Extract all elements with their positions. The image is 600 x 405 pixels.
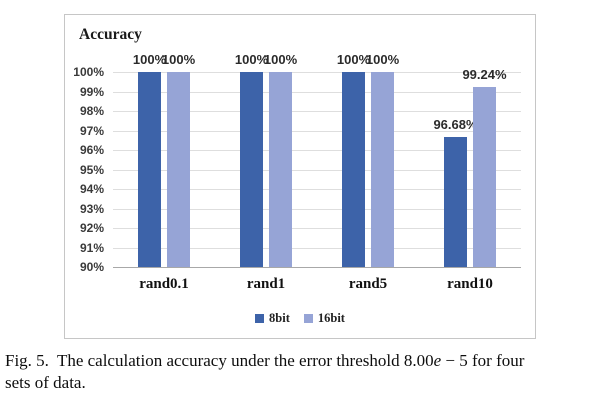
- legend: 8bit 16bit: [65, 311, 535, 326]
- y-tick-label: 95%: [79, 162, 104, 177]
- gridline: [113, 228, 521, 229]
- chart-frame: Accuracy 100% 99% 98% 97% 96% 95% 94% 93% 92% 91%…: [64, 14, 536, 339]
- y-tick-label: 91%: [79, 240, 104, 255]
- y-tick-label: 96%: [79, 143, 104, 157]
- bar-16bit: [269, 72, 292, 267]
- legend-item-8bit: 8bit: [255, 311, 290, 326]
- gridline: [113, 91, 521, 93]
- bar-value-label: 99.24%: [462, 66, 507, 82]
- x-axis-line: [113, 267, 521, 268]
- caption-fig-label: Fig. 5.: [5, 351, 49, 370]
- gridline: [113, 150, 521, 151]
- legend-label: 16bit: [317, 311, 345, 325]
- caption-text-3: sets of data.: [5, 373, 86, 392]
- bar-value-label: 100%: [336, 52, 371, 67]
- legend-swatch-icon: [255, 314, 265, 323]
- gridline: [113, 111, 521, 112]
- gridline: [113, 169, 521, 171]
- gridline: [113, 247, 521, 249]
- bar-8bit: [138, 72, 161, 267]
- gridline: [113, 72, 521, 73]
- bar-value-label: 100%: [365, 52, 400, 67]
- caption-text-1: The calculation accuracy under the error…: [56, 351, 434, 370]
- caption-math-e: e: [433, 351, 442, 370]
- legend-label: 8bit: [269, 311, 290, 325]
- gridline: [113, 208, 521, 210]
- bar-value-label: 100%: [132, 52, 167, 67]
- figure-caption: Fig. 5. The calculation accuracy under th…: [5, 350, 593, 394]
- y-tick-label: 90%: [79, 260, 104, 274]
- y-tick-label: 97%: [79, 123, 104, 138]
- bar-value-label: 100%: [234, 52, 269, 67]
- y-tick-label: 94%: [79, 182, 104, 196]
- y-tick-label: 92%: [79, 221, 104, 235]
- bar-16bit: [473, 86, 496, 267]
- chart-title: Accuracy: [79, 26, 142, 43]
- category-label: rand5: [348, 276, 388, 292]
- bar-value-label: 100%: [161, 52, 196, 67]
- y-tick-label: 100%: [73, 65, 104, 79]
- category-label: rand0.1: [139, 276, 189, 292]
- category-label: rand1: [246, 276, 286, 292]
- legend-item-16bit: 16bit: [303, 311, 345, 326]
- gridline: [113, 189, 521, 190]
- bar-value-label: 96.68%: [433, 116, 478, 132]
- category-label: rand10: [447, 276, 493, 292]
- bar-16bit: [371, 72, 394, 267]
- y-tick-label: 99%: [79, 84, 104, 99]
- legend-swatch-icon: [303, 314, 313, 323]
- gridline: [113, 130, 521, 132]
- y-tick-label: 93%: [79, 201, 104, 216]
- caption-text-2: − 5 for four: [445, 351, 525, 370]
- bar-8bit: [342, 72, 365, 267]
- bar-8bit: [444, 136, 467, 267]
- y-tick-label: 98%: [79, 104, 104, 118]
- bar-value-label: 100%: [263, 52, 298, 67]
- bar-16bit: [167, 72, 190, 267]
- bar-8bit: [240, 72, 263, 267]
